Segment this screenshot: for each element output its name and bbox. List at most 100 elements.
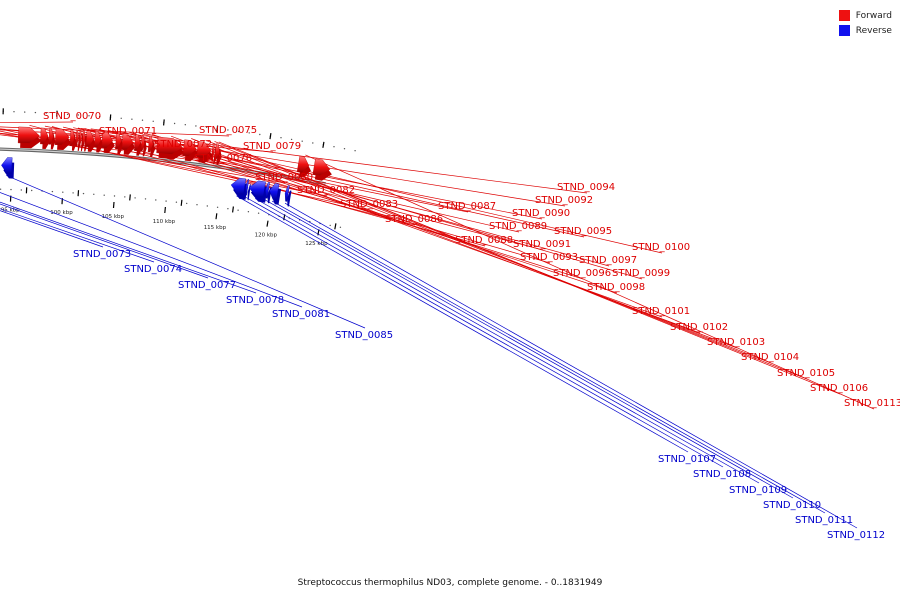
gene-arrow-face xyxy=(196,141,212,159)
legend: Forward Reverse xyxy=(838,8,892,38)
inner-dot xyxy=(247,211,250,213)
gene-label: STND_0085 xyxy=(335,330,393,341)
tick-mark xyxy=(215,213,218,220)
leader-line xyxy=(0,203,209,279)
major-mark xyxy=(109,114,112,121)
legend-reverse: Reverse xyxy=(838,23,892,38)
gene-arrow xyxy=(196,141,214,163)
gene-arrow xyxy=(48,128,56,150)
gene-arrow xyxy=(69,129,77,151)
inner-dot xyxy=(206,205,208,207)
gene-arrow-face xyxy=(248,180,266,198)
backbone-dots xyxy=(0,108,356,230)
gene-arrow xyxy=(312,158,332,181)
outer-dot xyxy=(131,118,133,120)
gene-arrow xyxy=(40,127,51,149)
gene-label: STND_0093 xyxy=(520,252,578,263)
gene-arrow xyxy=(248,180,268,203)
outer-dot xyxy=(24,111,26,113)
gene-arrow xyxy=(230,177,248,200)
tick-mark xyxy=(112,201,115,209)
gene-arrow xyxy=(1,157,15,179)
gene-arrow xyxy=(140,135,147,157)
inner-dot xyxy=(93,193,95,195)
gene-arrow-side xyxy=(142,140,147,157)
inner-dot xyxy=(0,188,2,190)
gene-label: STND_0079 xyxy=(243,141,301,152)
inner-dot xyxy=(72,192,74,194)
gene-arrow-face xyxy=(85,130,95,148)
gene-label: STND_0112 xyxy=(827,530,885,541)
gene-label: STND_0099 xyxy=(612,268,670,279)
gene-label: STND_0103 xyxy=(707,337,765,348)
inner-dot xyxy=(82,192,85,195)
gene-label: STND_0091 xyxy=(513,239,571,250)
gene-label: STND_0078 xyxy=(226,295,284,306)
outer-dot xyxy=(280,137,282,139)
gene-arrow-face xyxy=(17,126,40,144)
gene-arrow xyxy=(296,155,311,178)
inner-dot xyxy=(165,200,167,202)
gene-label: STND_0071 xyxy=(99,126,157,137)
gene-arrow xyxy=(93,131,104,153)
gene-label: STND_0098 xyxy=(587,282,645,293)
tick-label: 110 kbp xyxy=(153,219,176,225)
gene-arrow-face xyxy=(210,142,215,160)
gene-label: STND_0070 xyxy=(43,111,101,122)
inner-dot xyxy=(216,206,219,208)
gene-label: STND_0090 xyxy=(512,208,570,219)
gene-arrow xyxy=(156,136,185,160)
outer-dot xyxy=(227,129,229,131)
label-leader-lines xyxy=(0,121,875,529)
gene-arrow-face xyxy=(134,134,141,152)
inner-dot xyxy=(186,202,188,205)
inner-dot xyxy=(237,209,239,211)
leader-line xyxy=(128,131,618,294)
gene-labels: STND_0070 STND_0071 STND_0072 STND_0073 STND… xyxy=(43,111,900,541)
gene-label: STND_0087 xyxy=(438,201,496,212)
inner-dot xyxy=(124,196,126,198)
gene-label: STND_0089 xyxy=(489,221,547,232)
leader-line xyxy=(138,132,643,280)
gene-arrow-side xyxy=(287,190,292,207)
leader-line xyxy=(0,192,303,308)
outer-dot xyxy=(333,146,335,148)
gene-label: STND_0075 xyxy=(199,125,257,136)
leader-line xyxy=(271,200,826,514)
gene-arrow xyxy=(214,143,222,165)
gene-label: STND_0072 xyxy=(154,139,212,150)
leader-line xyxy=(0,121,74,124)
gene-arrow-face xyxy=(40,127,49,145)
gene-arrow xyxy=(121,133,135,155)
outer-dot xyxy=(99,115,101,118)
gene-arrow-face xyxy=(54,128,70,146)
leader-line xyxy=(0,210,104,248)
gene-arrow-face xyxy=(1,157,13,174)
leader-line xyxy=(265,199,794,499)
gene-label: STND_0074 xyxy=(124,264,182,275)
outer-dot xyxy=(45,112,47,114)
inner-dot xyxy=(103,194,105,196)
gene-label: STND_0096 xyxy=(553,268,611,279)
gene-label: STND_0105 xyxy=(777,368,835,379)
gene-label: STND_0076 xyxy=(194,153,252,164)
leader-line xyxy=(191,138,738,349)
inner-dot xyxy=(227,208,229,210)
gene-label: STND_0110 xyxy=(763,500,821,511)
gene-arrow-face xyxy=(214,143,220,160)
gene-arrow-face xyxy=(296,155,310,173)
outer-dot xyxy=(259,133,261,136)
gene-arrow-face xyxy=(115,132,122,150)
inner-dot xyxy=(196,204,198,206)
gene-label: STND_0073 xyxy=(73,249,131,260)
outer-dot xyxy=(120,117,122,120)
major-mark xyxy=(129,194,131,201)
gene-arrow xyxy=(101,131,115,154)
major-mark xyxy=(322,141,325,148)
gene-arrow-face xyxy=(147,135,154,153)
tick-label: 95 kbp xyxy=(1,208,20,214)
outer-dot xyxy=(301,140,303,142)
gene-arrow-face xyxy=(156,136,184,155)
gene-arrow-face xyxy=(140,135,145,152)
gene-label: STND_0082 xyxy=(297,185,355,196)
